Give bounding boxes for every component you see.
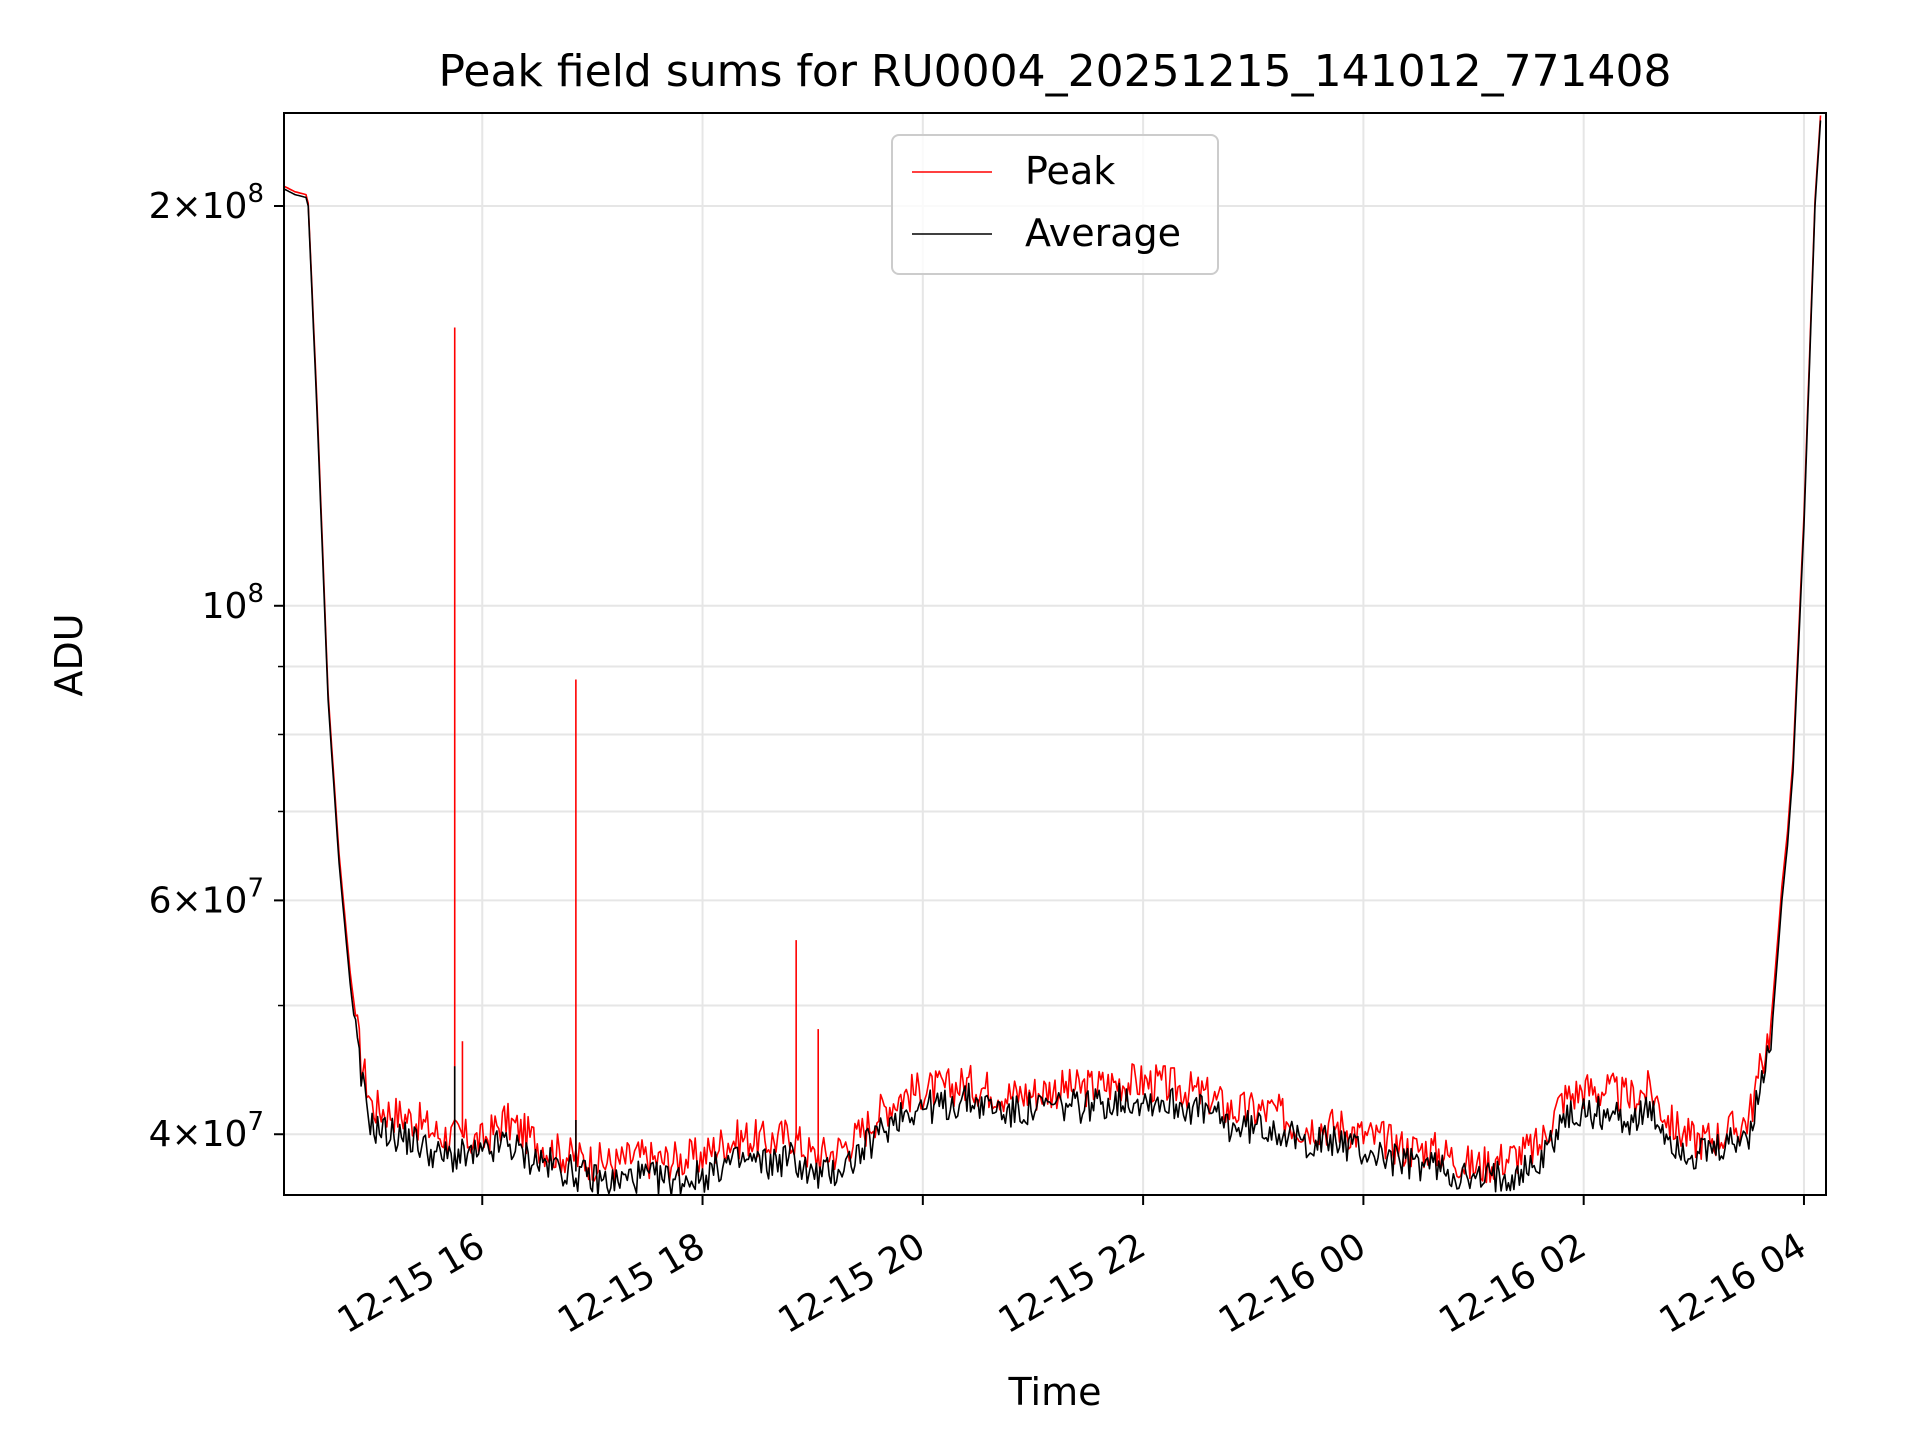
y-tick-label: 2×108 (149, 179, 264, 227)
y-tick-label: 6×107 (149, 873, 264, 921)
legend-label-peak: Peak (1025, 149, 1115, 193)
y-axis: 4×107 6×107 108 2×108 (149, 179, 284, 1155)
series-peak-line (284, 115, 1822, 1184)
series-layer (284, 115, 1822, 1195)
y-tick-label: 4×107 (149, 1107, 264, 1155)
legend: Peak Average (891, 134, 1219, 275)
plot-frame (283, 112, 1827, 1196)
legend-label-average: Average (1025, 211, 1181, 255)
legend-box (891, 134, 1219, 275)
x-axis-label: Time (1008, 1370, 1102, 1414)
y-tick-label: 108 (202, 579, 264, 627)
y-axis-label: ADU (47, 613, 91, 696)
plot-area (284, 115, 1822, 1195)
chart-title: Peak field sums for RU0004_20251215_1410… (438, 46, 1671, 97)
series-average-line (284, 120, 1822, 1195)
